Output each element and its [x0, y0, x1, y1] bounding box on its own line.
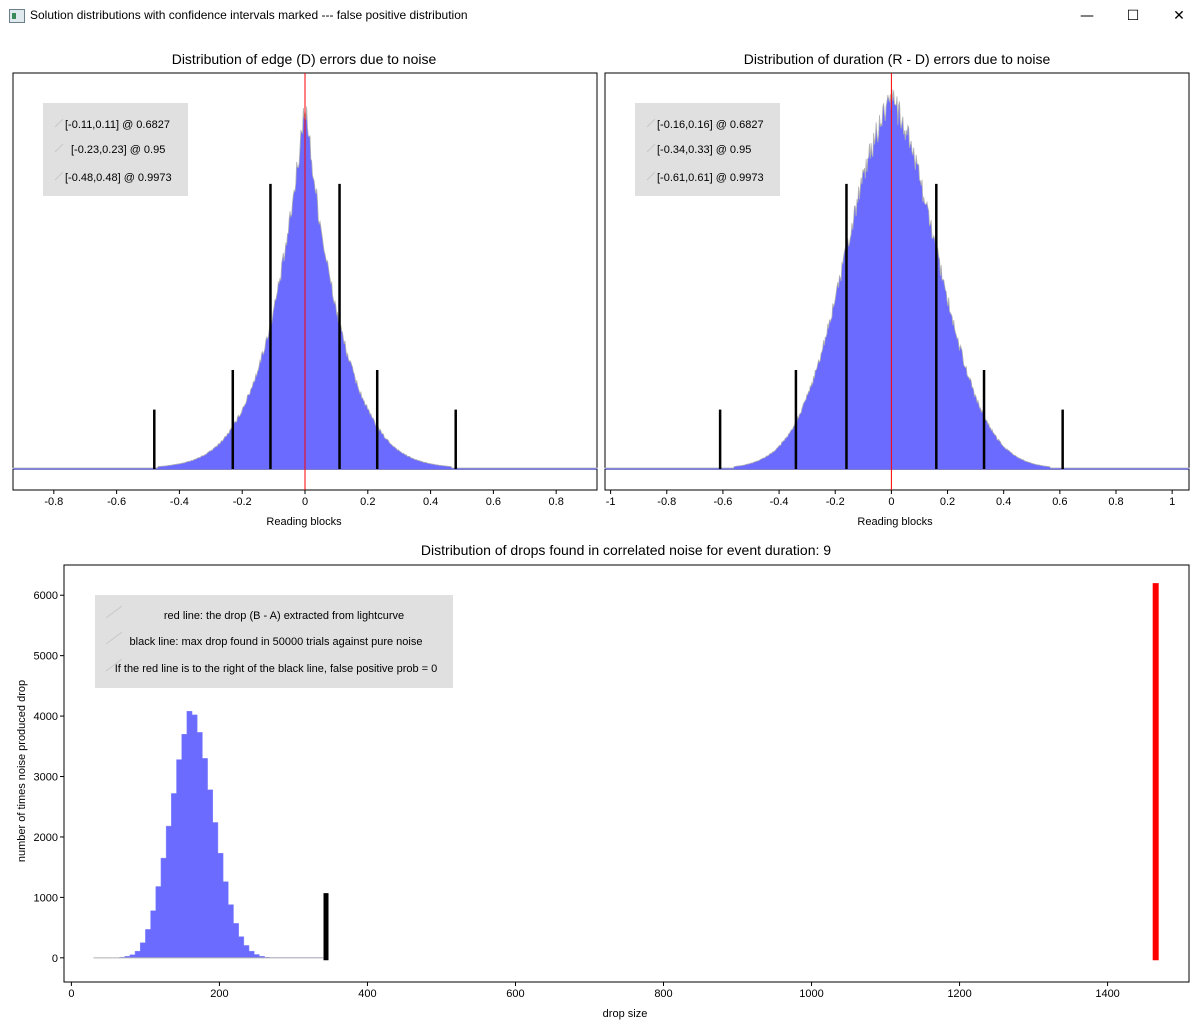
figure-canvas: Distribution of edge (D) errors due to n…: [12, 51, 1190, 1020]
x-tick-label: -1: [606, 496, 616, 508]
x-tick-label: -0.6: [713, 496, 732, 508]
x-axis-label: Reading blocks: [857, 516, 933, 528]
app-window-icon: [9, 9, 25, 23]
y-tick-label: 2000: [34, 832, 58, 844]
x-tick-label: -0.2: [233, 496, 252, 508]
x-tick-label: 1000: [799, 988, 823, 1000]
duration-error-chart: Distribution of duration (R - D) errors …: [604, 51, 1190, 528]
legend-marker: [105, 605, 123, 619]
x-tick-label: -0.2: [826, 496, 845, 508]
histogram: [604, 89, 1190, 470]
legend-entry: [-0.16,0.16] @ 0.6827: [657, 119, 764, 131]
x-tick-label: -0.4: [770, 496, 789, 508]
x-axis-ticks: -0.8 -0.6 -0.4 -0.2 0 0.2 0.4 0.6 0.8: [44, 490, 564, 508]
x-tick-label: 0.2: [940, 496, 955, 508]
legend: red line: the drop (B - A) extracted fro…: [95, 595, 453, 688]
legend-marker: [646, 171, 656, 181]
legend-box: [43, 103, 188, 196]
legend: [-0.11,0.11] @ 0.6827 [-0.23,0.23] @ 0.9…: [43, 103, 188, 196]
confidence-interval-lines: [718, 73, 1064, 490]
x-tick-label: -0.8: [44, 496, 63, 508]
x-tick-label: -0.6: [107, 496, 126, 508]
legend-entry: [-0.34,0.33] @ 0.95: [657, 144, 751, 156]
x-tick-label: -0.4: [170, 496, 189, 508]
chart-title: Distribution of drops found in correlate…: [421, 542, 831, 558]
x-tick-label: 600: [506, 988, 524, 1000]
x-tick-label: 200: [210, 988, 228, 1000]
x-tick-label: 1200: [947, 988, 971, 1000]
y-tick-label: 3000: [34, 772, 58, 784]
legend-marker: [54, 118, 64, 128]
x-tick-label: 0: [302, 496, 308, 508]
x-tick-label: 800: [654, 988, 672, 1000]
minimize-button[interactable]: —: [1080, 8, 1094, 24]
x-tick-label: 0: [68, 988, 74, 1000]
legend-box: [95, 595, 453, 688]
legend-marker: [646, 118, 656, 128]
x-tick-label: 0.6: [1052, 496, 1067, 508]
drop-distribution-chart: Distribution of drops found in correlate…: [16, 542, 1190, 1020]
x-tick-label: 0.6: [486, 496, 501, 508]
window-titlebar[interactable]: Solution distributions with confidence i…: [0, 0, 1202, 32]
legend-entry: black line: max drop found in 50000 tria…: [130, 636, 423, 648]
legend-entry: [-0.11,0.11] @ 0.6827: [65, 119, 170, 131]
x-tick-label: 0: [888, 496, 894, 508]
legend-marker: [105, 658, 123, 672]
legend-entry: [-0.61,0.61] @ 0.9973: [657, 172, 764, 184]
y-tick-label: 1000: [34, 892, 58, 904]
x-tick-label: 0.4: [423, 496, 438, 508]
legend-entry: [-0.48,0.48] @ 0.9973: [65, 172, 172, 184]
y-tick-label: 4000: [34, 711, 58, 723]
legend-marker: [54, 143, 64, 153]
drop-lines: [323, 583, 1159, 961]
maximize-button[interactable]: ☐: [1126, 8, 1140, 24]
x-tick-label: 0.2: [360, 496, 375, 508]
x-tick-label: 0.8: [1108, 496, 1123, 508]
y-tick-label: 6000: [34, 590, 58, 602]
window-title: Solution distributions with confidence i…: [30, 8, 468, 22]
y-tick-label: 5000: [34, 651, 58, 663]
x-tick-label: 0.8: [549, 496, 564, 508]
y-tick-label: 0: [52, 953, 58, 965]
legend-entry: [-0.23,0.23] @ 0.95: [71, 144, 165, 156]
x-tick-label: 0.4: [996, 496, 1011, 508]
legend-marker: [105, 631, 123, 645]
legend-marker: [646, 143, 656, 153]
histogram: [93, 711, 324, 959]
x-axis-label: drop size: [603, 1008, 648, 1020]
edge-error-chart: Distribution of edge (D) errors due to n…: [12, 51, 598, 528]
legend-box: [635, 103, 780, 196]
x-tick-label: 1400: [1095, 988, 1119, 1000]
histogram-area: [604, 89, 1190, 469]
legend-marker: [54, 171, 64, 181]
legend-entry: red line: the drop (B - A) extracted fro…: [164, 610, 404, 622]
y-axis-label: number of times noise produced drop: [16, 680, 28, 862]
x-axis-ticks: -1 -0.8 -0.6 -0.4 -0.2 0 0.2 0.4 0.6 0.8 1: [606, 490, 1175, 508]
x-tick-label: 400: [358, 988, 376, 1000]
legend-entry: If the red line is to the right of the b…: [115, 663, 438, 675]
close-button[interactable]: ✕: [1173, 8, 1185, 24]
chart-title: Distribution of duration (R - D) errors …: [744, 51, 1051, 67]
x-tick-label: -0.8: [657, 496, 676, 508]
plot-area: Distribution of edge (D) errors due to n…: [0, 32, 1202, 1032]
x-tick-label: 1: [1169, 496, 1175, 508]
x-axis-label: Reading blocks: [266, 516, 342, 528]
axis-ticks: 0 200 400 600 800 1000 1200 1400 0 1000 2000 3000 40…: [34, 590, 1120, 1000]
legend: [-0.16,0.16] @ 0.6827 [-0.34,0.33] @ 0.9…: [635, 103, 780, 196]
histogram-area: [93, 711, 324, 959]
chart-title: Distribution of edge (D) errors due to n…: [172, 51, 437, 67]
confidence-interval-lines: [153, 73, 457, 490]
